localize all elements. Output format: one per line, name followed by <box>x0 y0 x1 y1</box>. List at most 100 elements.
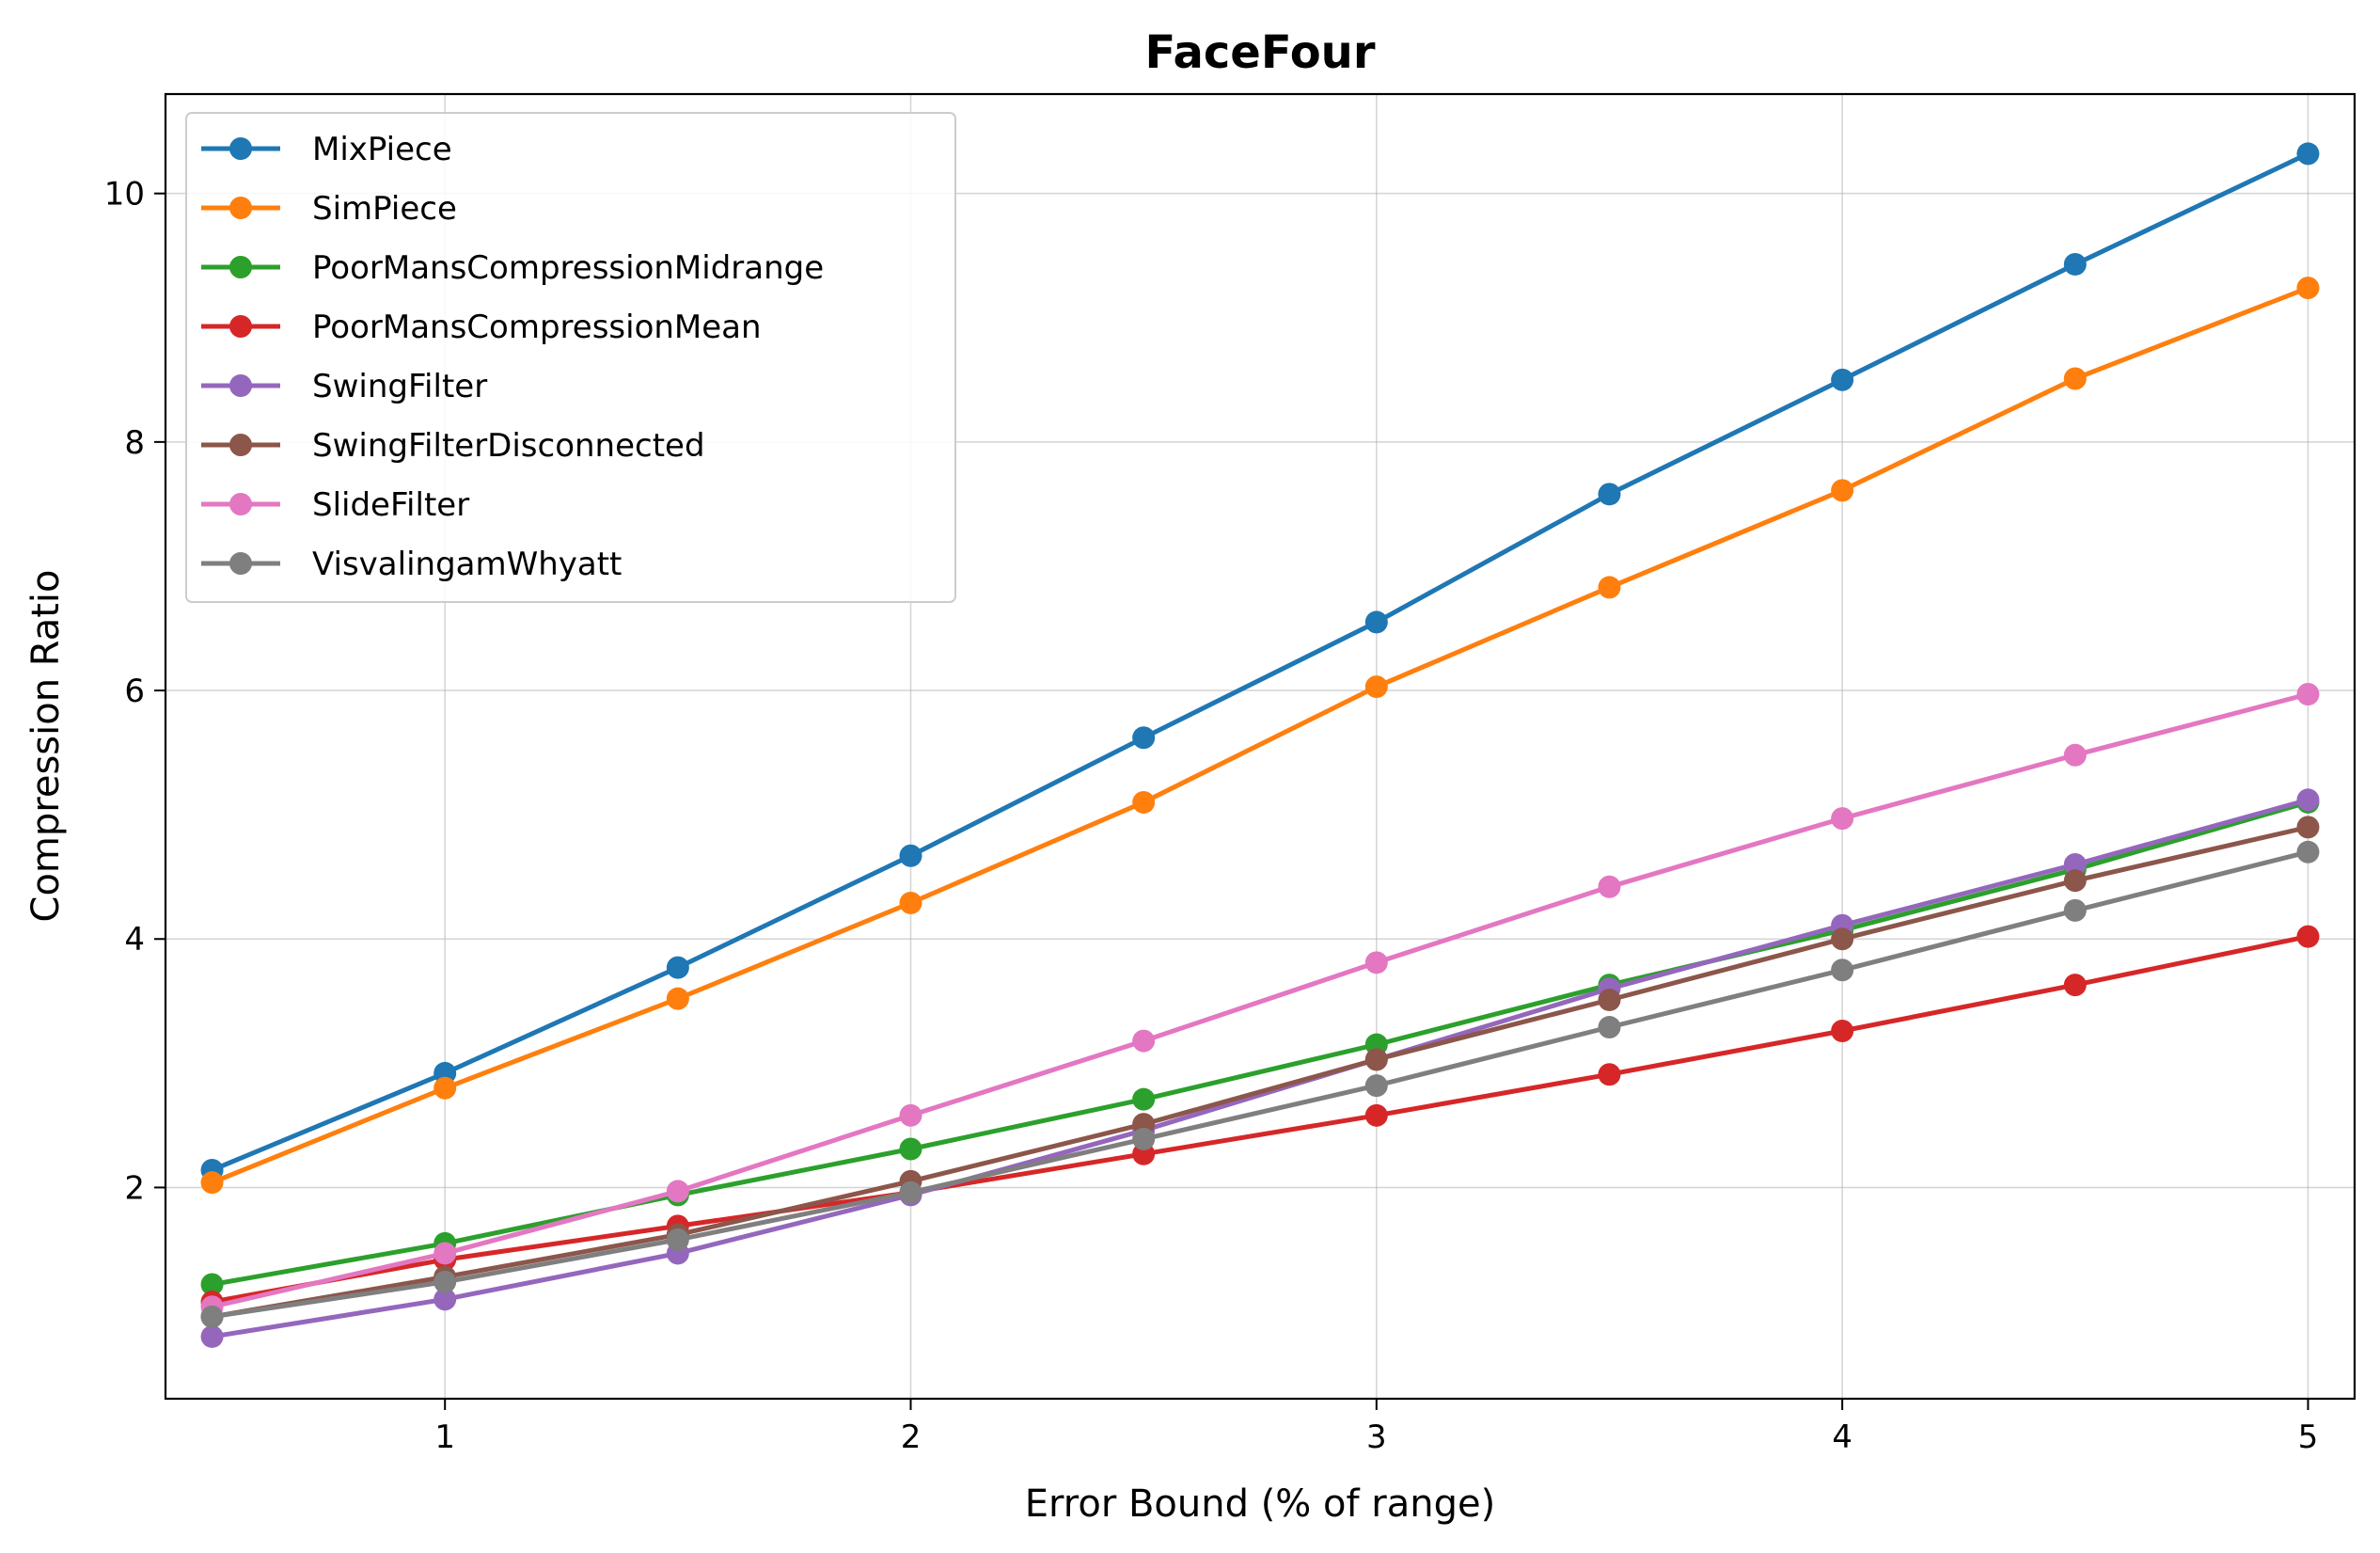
data-point <box>200 1273 224 1296</box>
ticks: 1 2 3 4 5 2 4 6 8 10 <box>104 176 2319 1456</box>
data-point <box>1132 1127 1156 1150</box>
series-SimPiece <box>200 277 2320 1195</box>
data-point <box>2296 925 2320 948</box>
data-point <box>899 844 922 867</box>
series-VisvalingamWhyatt <box>200 840 2320 1328</box>
data-point <box>899 1137 922 1161</box>
data-point <box>1364 610 1388 634</box>
legend-item: SwingFilter <box>201 368 487 405</box>
data-point <box>2296 816 2320 839</box>
data-point <box>1598 576 1621 599</box>
series-line <box>210 797 2310 1339</box>
data-point <box>1831 807 1854 831</box>
data-point <box>1132 1029 1156 1053</box>
legend-label: PoorMansCompressionMean <box>312 309 762 346</box>
y-tick-label: 4 <box>124 921 145 959</box>
legend-item: SimPiece <box>201 190 457 228</box>
legend-label: PoorMansCompressionMidrange <box>312 249 824 287</box>
data-point <box>1831 479 1854 502</box>
data-point <box>200 1171 224 1195</box>
data-point <box>1598 1016 1621 1039</box>
data-point <box>433 1242 457 1265</box>
data-point <box>1364 951 1388 975</box>
series-line <box>210 849 2310 1320</box>
data-point <box>2063 367 2087 390</box>
series-line <box>210 691 2310 1309</box>
data-point <box>1831 959 1854 982</box>
series-group <box>200 142 2320 1348</box>
y-tick-label: 6 <box>124 673 145 710</box>
data-point <box>899 891 922 914</box>
x-tick-label: 3 <box>1366 1418 1387 1456</box>
series-PoorMansCompressionMidrange <box>200 790 2320 1296</box>
data-point <box>433 1288 457 1311</box>
y-axis-label: Compression Ratio <box>24 570 68 923</box>
legend: MixPiece SimPiece PoorMansCompressionMidra… <box>185 112 956 603</box>
legend-item: SlideFilter <box>201 486 469 524</box>
series-PoorMansCompressionMean <box>200 925 2320 1313</box>
x-tick-label: 4 <box>1832 1418 1852 1456</box>
data-point <box>1598 875 1621 898</box>
data-point <box>1132 790 1156 814</box>
data-point <box>1831 1019 1854 1042</box>
data-point <box>200 1324 224 1348</box>
data-point <box>1364 1074 1388 1098</box>
data-point <box>2296 142 2320 166</box>
series-SlideFilter <box>200 683 2320 1319</box>
legend-label: SlideFilter <box>312 486 469 524</box>
x-tick-label: 2 <box>901 1418 922 1456</box>
data-point <box>1598 988 1621 1011</box>
legend-label: MixPiece <box>312 131 452 168</box>
data-point <box>666 956 689 979</box>
data-point <box>666 987 689 1010</box>
data-point <box>2296 840 2320 864</box>
legend-label: SwingFilterDisconnected <box>312 427 705 465</box>
legend-marker <box>229 493 252 515</box>
legend-marker <box>229 256 252 278</box>
series-line <box>210 151 2310 1173</box>
legend-label: SimPiece <box>312 190 457 228</box>
data-point <box>2063 898 2087 922</box>
legend-item: PoorMansCompressionMean <box>201 309 762 346</box>
data-point <box>2296 683 2320 706</box>
legend-marker <box>229 374 252 397</box>
data-point <box>666 1228 689 1251</box>
legend-item: SwingFilterDisconnected <box>201 427 705 465</box>
legend-marker <box>229 197 252 219</box>
series-line <box>210 934 2310 1305</box>
x-tick-label: 1 <box>434 1418 455 1456</box>
series-line <box>210 285 2310 1185</box>
y-tick-label: 2 <box>124 1169 145 1207</box>
data-point <box>2063 252 2087 276</box>
legend-marker <box>229 137 252 160</box>
plot-frame <box>164 92 2356 1401</box>
data-point <box>2296 277 2320 300</box>
data-point <box>1831 927 1854 951</box>
data-point <box>2063 974 2087 997</box>
legend-label: SwingFilter <box>312 368 487 405</box>
data-point <box>899 1103 922 1127</box>
y-tick-label: 10 <box>104 176 145 214</box>
data-point <box>1132 1087 1156 1111</box>
data-point <box>433 1270 457 1293</box>
legend-marker <box>229 552 252 575</box>
data-point <box>433 1076 457 1100</box>
legend-marker <box>229 315 252 338</box>
x-tick-label: 5 <box>2298 1418 2319 1456</box>
data-point <box>1364 1048 1388 1071</box>
data-point <box>2296 788 2320 812</box>
data-point <box>1831 368 1854 391</box>
data-point <box>1598 483 1621 506</box>
legend-box <box>185 112 956 603</box>
data-point <box>2063 743 2087 767</box>
data-point <box>200 1305 224 1328</box>
data-point <box>666 1180 689 1203</box>
data-point <box>2063 869 2087 893</box>
x-axis-label: Error Bound (% of range) <box>1025 1482 1495 1526</box>
legend-label: VisvalingamWhyatt <box>312 546 622 583</box>
data-point <box>1598 1063 1621 1086</box>
y-tick-label: 8 <box>124 424 145 462</box>
legend-item: MixPiece <box>201 131 452 168</box>
data-point <box>2063 852 2087 876</box>
